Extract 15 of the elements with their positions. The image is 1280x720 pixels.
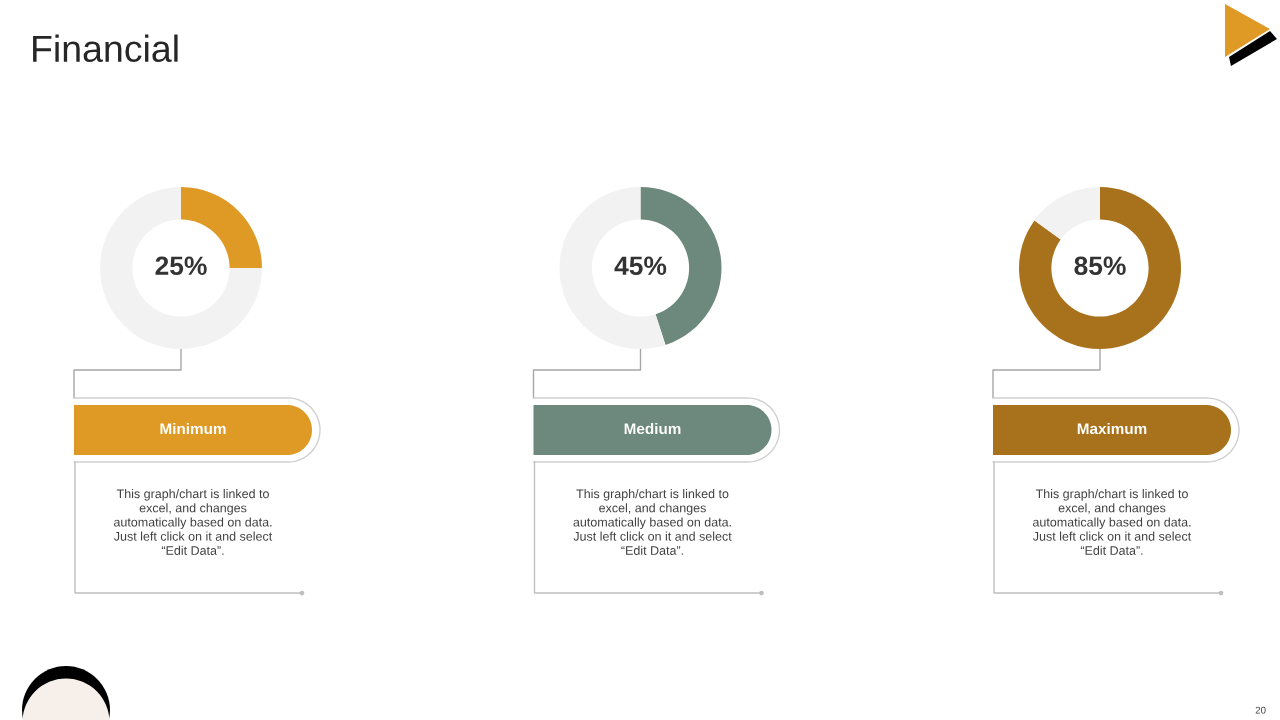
donut-slice	[1019, 187, 1181, 349]
donut-slice	[1034, 187, 1100, 240]
text: This graph/chart is linked to excel, and changes automatically based on data. Just left click on it and select “Edit Data”.	[573, 489, 732, 555]
text: 20	[1255, 706, 1266, 714]
data-label: 45%	[614, 256, 667, 276]
donut-slice	[559, 187, 666, 349]
data-label: 85%	[1074, 256, 1126, 276]
text: This graph/chart is linked to excel, and changes automatically based on data. Just left click on it and select “Edit Data”.	[113, 489, 273, 555]
text: Medium	[624, 422, 681, 435]
text: Maximum	[1077, 422, 1147, 435]
data-label: 25%	[155, 256, 207, 276]
text: Minimum	[160, 422, 226, 435]
text: Financial	[33, 34, 178, 63]
donut-slice	[100, 187, 262, 349]
text: This graph/chart is linked to excel, and changes automatically based on data. Just left click on it and select “Edit Data”.	[1032, 489, 1192, 555]
